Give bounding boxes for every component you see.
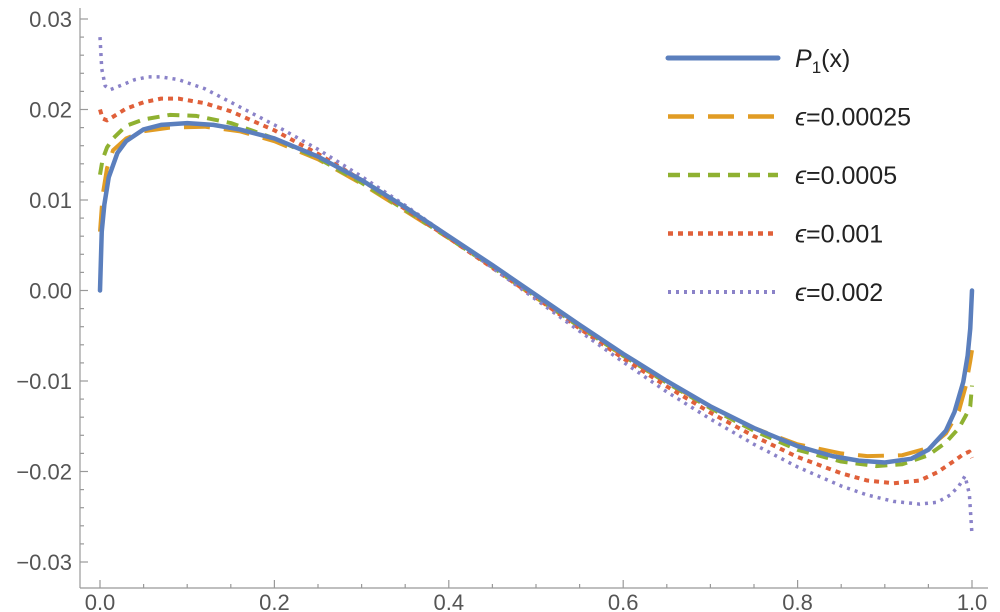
axes: 0.0 0.2 0.4 0.6 0.8 1.0 0.03 0.02 0.01 0.00 −0.01 −… xyxy=(16,7,988,612)
series-line-0 xyxy=(97,120,975,465)
legend-label-4: ϵ=0.002 xyxy=(795,279,883,307)
series-line-3 xyxy=(98,96,974,486)
x-tick-label: 0.4 xyxy=(434,590,465,612)
y-tick-label: −0.03 xyxy=(16,550,72,575)
y-tick-label: −0.01 xyxy=(16,369,72,394)
x-tick-label: 0.0 xyxy=(85,590,116,612)
legend-label-3: ϵ=0.001 xyxy=(795,221,883,249)
legend-label-1: ϵ=0.00025 xyxy=(795,104,911,132)
x-tick-label: 0.6 xyxy=(608,590,639,612)
y-tick-label: 0.03 xyxy=(29,7,72,32)
series-layer xyxy=(97,37,975,535)
y-tick-label: 0.02 xyxy=(29,98,72,123)
y-tick-label: 0.00 xyxy=(29,279,72,304)
y-tick-label: −0.02 xyxy=(16,460,72,485)
x-tick-label: 1.0 xyxy=(957,590,988,612)
x-tick-label: 0.8 xyxy=(782,590,813,612)
legend: P1(x) ϵ=0.00025 ϵ=0.0005 ϵ=0.001 ϵ=0.002 xyxy=(665,45,911,307)
x-tick-label: 0.2 xyxy=(259,590,290,612)
legend-label-0: P1(x) xyxy=(795,45,850,77)
series-line-4 xyxy=(98,37,974,535)
y-tick-label: 0.01 xyxy=(29,188,72,213)
legend-label-2: ϵ=0.0005 xyxy=(795,162,897,190)
